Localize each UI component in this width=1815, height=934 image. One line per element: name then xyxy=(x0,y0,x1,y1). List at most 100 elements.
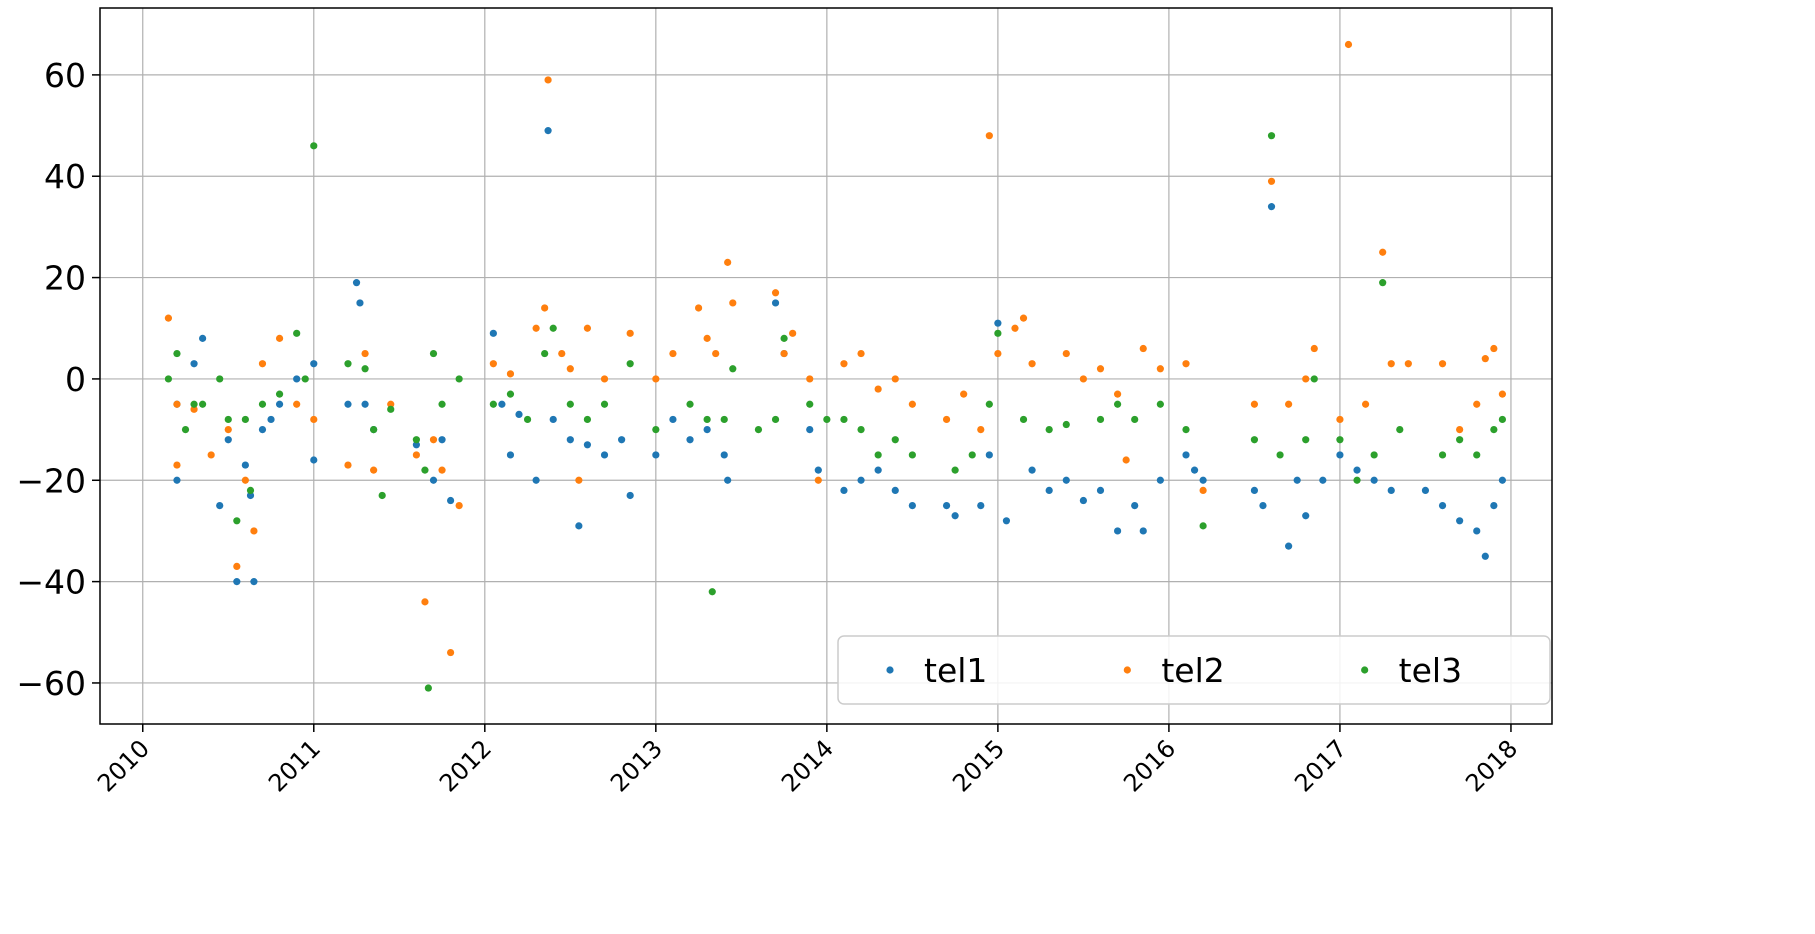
point xyxy=(814,476,822,484)
point xyxy=(544,127,552,135)
point xyxy=(1302,375,1310,383)
point xyxy=(164,375,173,383)
point xyxy=(771,299,780,307)
point xyxy=(1113,527,1122,535)
point xyxy=(686,436,694,444)
point xyxy=(541,304,549,312)
point xyxy=(1456,436,1464,444)
point xyxy=(250,578,258,586)
point xyxy=(703,334,711,342)
point xyxy=(703,415,711,424)
point xyxy=(1302,436,1310,444)
point xyxy=(771,415,780,424)
point xyxy=(951,466,959,474)
point xyxy=(498,400,506,408)
legend-label: tel2 xyxy=(1161,651,1224,690)
x-tick-label: 2010 xyxy=(92,734,155,797)
legend-marker xyxy=(1361,666,1369,674)
point xyxy=(566,365,574,373)
series xyxy=(164,40,1507,657)
point xyxy=(370,425,378,434)
point xyxy=(1370,476,1378,484)
point xyxy=(1045,425,1053,434)
point xyxy=(840,360,848,368)
point xyxy=(823,415,831,424)
point xyxy=(908,502,916,510)
point xyxy=(361,400,369,408)
point xyxy=(1190,466,1199,474)
point xyxy=(241,415,249,424)
point xyxy=(1096,365,1105,373)
point xyxy=(455,502,463,510)
point xyxy=(951,512,959,520)
point xyxy=(669,349,677,358)
x-tick-label: 2011 xyxy=(263,734,326,797)
point xyxy=(429,349,438,358)
point xyxy=(729,299,737,307)
point xyxy=(1379,279,1387,287)
point xyxy=(1336,451,1344,459)
point xyxy=(1019,415,1028,424)
point xyxy=(583,441,592,449)
point xyxy=(1062,349,1070,358)
point xyxy=(370,466,378,474)
point xyxy=(1079,375,1087,383)
point xyxy=(985,132,993,140)
point xyxy=(780,334,788,342)
point xyxy=(310,415,318,424)
point xyxy=(506,370,515,378)
point xyxy=(985,400,993,408)
point xyxy=(1131,415,1139,424)
point xyxy=(429,476,438,484)
point xyxy=(1353,466,1361,474)
point xyxy=(532,476,540,484)
point xyxy=(908,451,916,459)
point xyxy=(652,425,660,434)
legend-box xyxy=(837,635,1551,705)
point xyxy=(1490,502,1498,510)
point xyxy=(985,451,993,459)
point xyxy=(1250,486,1259,495)
point xyxy=(724,476,732,484)
point xyxy=(190,360,198,368)
point xyxy=(387,400,395,408)
point xyxy=(275,400,284,408)
point xyxy=(275,390,284,398)
point xyxy=(224,415,232,424)
y-tick-label: 0 xyxy=(65,360,86,399)
point xyxy=(840,486,848,495)
point xyxy=(724,258,732,266)
x-tick-label: 2015 xyxy=(947,734,1010,797)
point xyxy=(1481,355,1489,363)
point xyxy=(1267,177,1276,185)
point xyxy=(216,502,224,510)
point xyxy=(1336,415,1344,424)
y-tick-label: −60 xyxy=(16,664,86,703)
point xyxy=(840,415,848,424)
point xyxy=(301,375,309,383)
point xyxy=(1250,400,1259,408)
point xyxy=(857,425,865,434)
point xyxy=(1293,476,1301,484)
point xyxy=(891,436,899,444)
y-tick-label: −40 xyxy=(16,563,86,602)
point xyxy=(1113,390,1122,398)
point xyxy=(1361,400,1370,408)
point xyxy=(267,415,275,424)
point xyxy=(1285,542,1293,550)
x-tick-label: 2018 xyxy=(1460,734,1523,797)
point xyxy=(1199,522,1207,530)
series xyxy=(173,127,1507,586)
point xyxy=(233,562,241,571)
point xyxy=(1062,420,1070,429)
x-tick-label: 2014 xyxy=(776,734,839,797)
point xyxy=(258,360,267,368)
point xyxy=(1267,203,1276,211)
point xyxy=(891,375,899,383)
point xyxy=(258,400,267,408)
point xyxy=(942,502,951,510)
point xyxy=(173,461,181,469)
point xyxy=(233,578,241,586)
point xyxy=(994,319,1002,327)
point xyxy=(857,349,865,358)
